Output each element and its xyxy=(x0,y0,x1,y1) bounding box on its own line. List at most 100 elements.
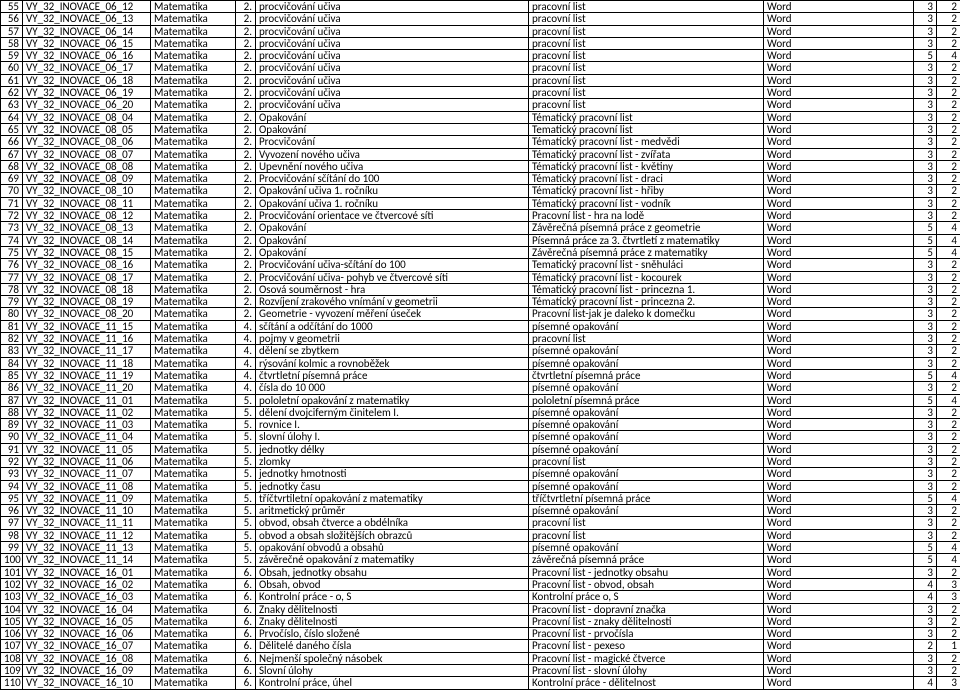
cell-topic: obvod a obsah složitějších obrazců xyxy=(256,529,529,541)
cell-num: 58 xyxy=(1,37,23,49)
cell-output: Pracovní list-jak je daleko k domečku xyxy=(529,308,764,320)
cell-grade: 5. xyxy=(236,394,256,406)
table-row: 88VY_32_INOVACE_11_02Matematika5.dělení … xyxy=(1,406,960,418)
cell-topic: sčítání a odčítání do 1000 xyxy=(256,320,529,332)
cell-b: 2 xyxy=(937,529,960,541)
cell-topic: Znaky dělitelnosti xyxy=(256,615,529,627)
cell-subject: Matematika xyxy=(151,13,236,25)
cell-grade: 2. xyxy=(236,246,256,258)
cell-num: 62 xyxy=(1,87,23,99)
cell-grade: 5. xyxy=(236,431,256,443)
cell-topic: Znaky dělitelnosti xyxy=(256,603,529,615)
table-row: 107VY_32_INOVACE_16_07Matematika6.Dělite… xyxy=(1,640,960,652)
cell-topic: čísla do 10 000 xyxy=(256,382,529,394)
cell-a: 3 xyxy=(914,665,937,677)
cell-type: Word xyxy=(764,394,914,406)
cell-a: 3 xyxy=(914,185,937,197)
cell-code: VY_32_INOVACE_06_14 xyxy=(23,25,151,37)
cell-b: 2 xyxy=(937,37,960,49)
cell-type: Word xyxy=(764,136,914,148)
cell-output: Tématický pracovní list - zvířata xyxy=(529,148,764,160)
cell-code: VY_32_INOVACE_16_09 xyxy=(23,665,151,677)
cell-a: 5 xyxy=(914,222,937,234)
cell-type: Word xyxy=(764,111,914,123)
cell-type: Word xyxy=(764,615,914,627)
cell-a: 3 xyxy=(914,197,937,209)
cell-b: 2 xyxy=(937,296,960,308)
cell-topic: závěrečné opakování z matematiky xyxy=(256,554,529,566)
cell-b: 2 xyxy=(937,283,960,295)
cell-topic: dělení se zbytkem xyxy=(256,345,529,357)
cell-topic: slovní úlohy I. xyxy=(256,431,529,443)
table-row: 98VY_32_INOVACE_11_12Matematika5.obvod a… xyxy=(1,529,960,541)
cell-type: Word xyxy=(764,1,914,13)
cell-b: 4 xyxy=(937,394,960,406)
cell-type: Word xyxy=(764,480,914,492)
cell-grade: 4. xyxy=(236,369,256,381)
cell-code: VY_32_INOVACE_08_19 xyxy=(23,296,151,308)
cell-subject: Matematika xyxy=(151,468,236,480)
cell-type: Word xyxy=(764,517,914,529)
cell-topic: Opakování xyxy=(256,123,529,135)
cell-topic: Dělitelé daného čísla xyxy=(256,640,529,652)
cell-subject: Matematika xyxy=(151,296,236,308)
cell-b: 2 xyxy=(937,271,960,283)
cell-b: 2 xyxy=(937,185,960,197)
cell-code: VY_32_INOVACE_11_20 xyxy=(23,382,151,394)
cell-grade: 2. xyxy=(236,271,256,283)
cell-a: 3 xyxy=(914,603,937,615)
cell-subject: Matematika xyxy=(151,259,236,271)
cell-a: 3 xyxy=(914,652,937,664)
cell-b: 2 xyxy=(937,357,960,369)
cell-grade: 6. xyxy=(236,566,256,578)
cell-type: Word xyxy=(764,296,914,308)
cell-b: 2 xyxy=(937,615,960,627)
cell-output: pracovní list xyxy=(529,1,764,13)
cell-subject: Matematika xyxy=(151,640,236,652)
cell-a: 2 xyxy=(914,640,937,652)
cell-output: pracovní list xyxy=(529,13,764,25)
cell-output: Tématický pracovní list - květiny xyxy=(529,160,764,172)
cell-output: Pracovní list - prvočísla xyxy=(529,628,764,640)
table-row: 97VY_32_INOVACE_11_11Matematika5.obvod, … xyxy=(1,517,960,529)
cell-output: tříčtvrtletní písemná práce xyxy=(529,492,764,504)
cell-grade: 2. xyxy=(236,123,256,135)
cell-num: 90 xyxy=(1,431,23,443)
table-row: 57VY_32_INOVACE_06_14Matematika2.procvič… xyxy=(1,25,960,37)
cell-type: Word xyxy=(764,259,914,271)
cell-type: Word xyxy=(764,148,914,160)
cell-code: VY_32_INOVACE_08_20 xyxy=(23,308,151,320)
cell-code: VY_32_INOVACE_08_18 xyxy=(23,283,151,295)
cell-grade: 2. xyxy=(236,197,256,209)
cell-num: 101 xyxy=(1,566,23,578)
table-row: 101VY_32_INOVACE_16_01Matematika6.Obsah,… xyxy=(1,566,960,578)
cell-subject: Matematika xyxy=(151,369,236,381)
cell-type: Word xyxy=(764,13,914,25)
cell-code: VY_32_INOVACE_16_10 xyxy=(23,677,151,689)
cell-b: 2 xyxy=(937,443,960,455)
cell-grade: 2. xyxy=(236,25,256,37)
cell-output: pracovní list xyxy=(529,87,764,99)
cell-num: 69 xyxy=(1,173,23,185)
cell-subject: Matematika xyxy=(151,246,236,258)
cell-code: VY_32_INOVACE_16_01 xyxy=(23,566,151,578)
table-row: 56VY_32_INOVACE_06_13Matematika2.procvič… xyxy=(1,13,960,25)
cell-grade: 2. xyxy=(236,283,256,295)
cell-type: Word xyxy=(764,160,914,172)
cell-subject: Matematika xyxy=(151,357,236,369)
cell-output: Tématický pracovní list - hřiby xyxy=(529,185,764,197)
cell-type: Word xyxy=(764,62,914,74)
cell-b: 2 xyxy=(937,517,960,529)
cell-num: 78 xyxy=(1,283,23,295)
cell-code: VY_32_INOVACE_06_16 xyxy=(23,50,151,62)
cell-a: 3 xyxy=(914,566,937,578)
cell-subject: Matematika xyxy=(151,271,236,283)
table-row: 67VY_32_INOVACE_08_07Matematika2.Vyvozen… xyxy=(1,148,960,160)
cell-type: Word xyxy=(764,210,914,222)
cell-num: 99 xyxy=(1,542,23,554)
cell-b: 2 xyxy=(937,210,960,222)
cell-type: Word xyxy=(764,542,914,554)
table-row: 71VY_32_INOVACE_08_11Matematika2.Opaková… xyxy=(1,197,960,209)
cell-type: Word xyxy=(764,37,914,49)
cell-a: 5 xyxy=(914,369,937,381)
